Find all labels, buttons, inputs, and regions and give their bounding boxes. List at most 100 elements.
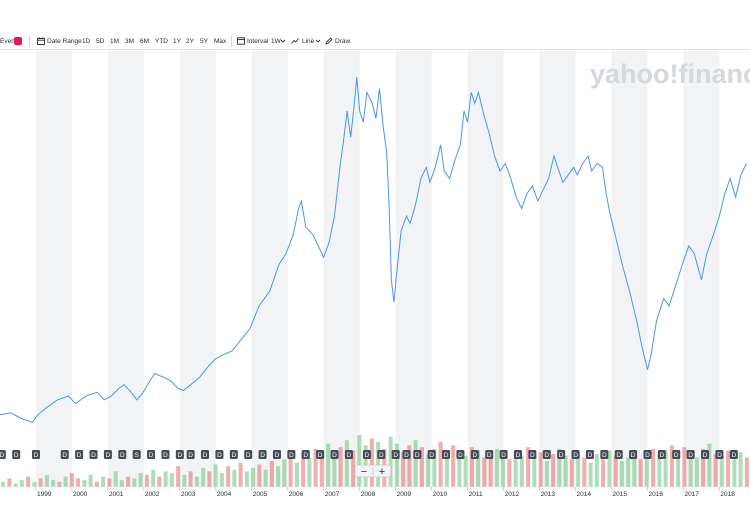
dividend-marker-badge[interactable] [528,450,537,459]
dividend-marker-label: D [404,452,409,459]
dividend-marker-badge[interactable] [258,450,267,459]
interval-icon[interactable] [237,37,245,45]
dividend-marker-badge[interactable] [571,450,580,459]
interval-value[interactable]: 1W [271,38,281,45]
dividend-marker-badge[interactable] [600,450,609,459]
dividend-marker-badge[interactable] [161,450,170,459]
dividend-marker-badge[interactable] [89,450,98,459]
split-marker-badge[interactable] [132,450,141,459]
dividend-marker-badge[interactable] [229,450,238,459]
dividend-marker-badge[interactable] [362,450,371,459]
volume-bar [613,455,618,487]
dividend-marker-badge[interactable] [686,450,695,459]
events-icon[interactable] [14,37,22,45]
dividend-marker-badge[interactable] [272,450,281,459]
dividend-marker-badge[interactable] [557,450,566,459]
dividend-marker-badge[interactable] [427,450,436,459]
line-chart-icon[interactable] [291,37,299,45]
dividend-marker-badge[interactable] [499,450,508,459]
dividend-marker-badge[interactable] [316,450,325,459]
dividend-marker-badge[interactable] [301,450,310,459]
chart-type-button[interactable]: Line [302,38,315,45]
dividend-marker-badge[interactable] [456,450,465,459]
dividend-marker-badge[interactable] [485,450,494,459]
draw-pencil-icon[interactable] [325,37,333,45]
volume-bar [469,447,474,487]
dividend-marker-badge[interactable] [614,450,623,459]
volume-bar [744,457,749,487]
dividend-marker-badge[interactable] [643,450,652,459]
dividend-marker-badge[interactable] [470,450,479,459]
dividend-marker-badge[interactable] [542,450,551,459]
range-ytd-button[interactable]: YTD [155,38,168,45]
dividend-marker-badge[interactable] [701,450,710,459]
dividend-marker-badge[interactable] [715,450,724,459]
price-chart[interactable]: yahoo!finance DDDDDDDDDDDDDDDDDDDDDDDDDD… [0,51,750,500]
calendar-icon[interactable] [37,37,45,45]
range-3m-button[interactable]: 3M [125,38,135,45]
volume-bar [526,447,531,487]
range-1m-button[interactable]: 1M [110,38,120,45]
range-1y-button[interactable]: 1Y [173,38,181,45]
dividend-marker-label: D [231,452,236,459]
volume-bar [251,467,256,487]
dividend-marker-badge[interactable] [186,450,195,459]
dividend-marker-badge[interactable] [402,450,411,459]
dividend-marker-badge[interactable] [391,450,400,459]
chart-area[interactable]: yahoo!finance DDDDDDDDDDDDDDDDDDDDDDDDDD… [0,51,750,500]
volume-bar [607,450,612,487]
dividend-marker-label: D [379,452,384,459]
dividend-marker-badge[interactable] [201,450,210,459]
dividend-marker-badge[interactable] [215,450,224,459]
dividend-marker-badge[interactable] [12,450,21,459]
volume-bar [244,471,249,487]
dividend-marker-badge[interactable] [0,450,6,459]
dividend-marker-label: D [472,452,477,459]
dividend-marker-badge[interactable] [75,450,84,459]
x-tick-label: 2014 [577,491,592,498]
dividend-marker-badge[interactable] [103,450,112,459]
dividend-marker-badge[interactable] [729,450,738,459]
dividend-marker-badge[interactable] [287,450,296,459]
zoom-in-button[interactable]: + [379,466,385,478]
price-line[interactable] [0,77,747,423]
dividend-marker-badge[interactable] [413,450,422,459]
range-5d-button[interactable]: 5D [96,38,105,45]
dividend-marker-badge[interactable] [377,450,386,459]
range-1d-button[interactable]: 1D [82,38,91,45]
range-2y-button[interactable]: 2Y [186,38,194,45]
dividend-marker-badge[interactable] [442,450,451,459]
dividend-marker-badge[interactable] [344,450,353,459]
zoom-controls[interactable]: − + [354,464,392,478]
events-label[interactable]: Events [0,38,20,45]
volume-bar [494,448,499,487]
chevron-down-icon[interactable] [280,38,286,44]
dividend-marker-badge[interactable] [118,450,127,459]
interval-label[interactable]: Interval [247,38,269,45]
dividend-marker-badge[interactable] [244,450,253,459]
zoom-out-button[interactable]: − [361,466,367,478]
dividend-marker-badge[interactable] [657,450,666,459]
dividend-marker-badge[interactable] [585,450,594,459]
volume-bar [94,481,99,487]
dividend-marker-badge[interactable] [31,450,40,459]
dividend-marker-badge[interactable] [175,450,184,459]
volume-bar [207,471,212,487]
volume-bar [732,459,737,487]
volume-bar [388,436,393,487]
dividend-marker-badge[interactable] [513,450,522,459]
range-max-button[interactable]: Max [214,38,227,45]
draw-button[interactable]: Draw [335,38,351,45]
dividend-marker-badge[interactable] [672,450,681,459]
range-5y-button[interactable]: 5Y [200,38,208,45]
chevron-down-icon[interactable] [315,38,321,44]
dividend-marker-badge[interactable] [629,450,638,459]
dividend-marker-label: D [120,452,125,459]
dividend-marker-badge[interactable] [60,450,69,459]
dividend-marker-badge[interactable] [330,450,339,459]
volume-bar [532,457,537,487]
date-range-button[interactable]: Date Range [47,38,82,45]
dividend-marker-badge[interactable] [147,450,156,459]
range-6m-button[interactable]: 6M [140,38,150,45]
